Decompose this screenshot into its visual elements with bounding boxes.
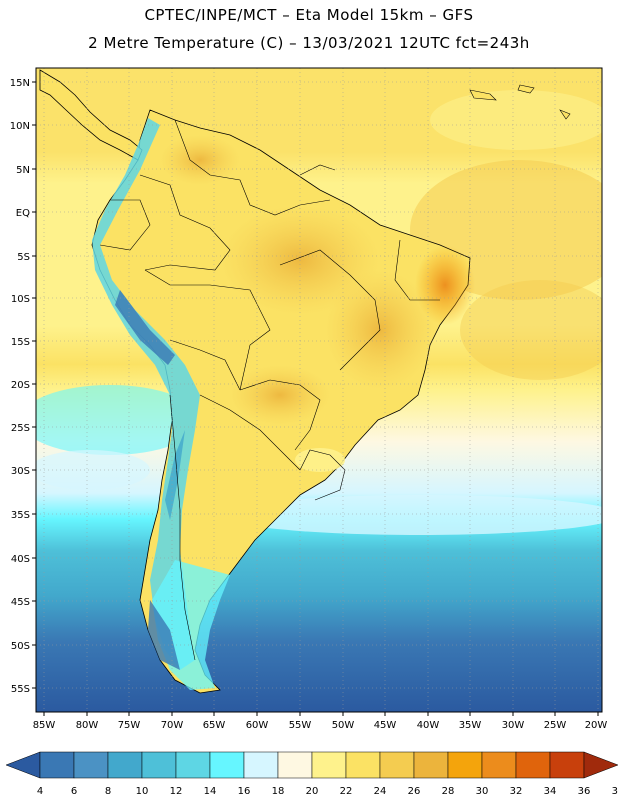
legend-value-label: 26 xyxy=(408,786,421,797)
lon-label: 35W xyxy=(459,720,482,731)
northeast-hot-zone xyxy=(415,245,475,325)
legend-arrow-low xyxy=(5,751,41,779)
caribbean-islands xyxy=(469,84,571,120)
lon-label: 85W xyxy=(33,720,56,731)
legend-value-label: 12 xyxy=(170,786,183,797)
legend-color-cell xyxy=(175,751,211,779)
lon-label: 55W xyxy=(289,720,312,731)
legend-arrow-high xyxy=(583,751,618,779)
lon-label: 60W xyxy=(246,720,269,731)
lat-label: 30S xyxy=(11,466,30,477)
lon-label: 50W xyxy=(332,720,355,731)
lat-label: 5S xyxy=(17,252,30,263)
legend-value-label: 38 xyxy=(612,786,618,797)
map-title-line-2: 2 Metre Temperature (C) – 13/03/2021 12U… xyxy=(88,34,530,52)
legend-cells xyxy=(39,751,585,779)
lat-label: 40S xyxy=(11,554,30,565)
lon-label: 65W xyxy=(203,720,226,731)
lat-label: 15N xyxy=(10,78,30,89)
legend-color-cell xyxy=(107,751,143,779)
lat-label: 10S xyxy=(11,294,30,305)
legend-color-cell xyxy=(413,751,449,779)
legend-value-label: 36 xyxy=(578,786,591,797)
legend-value-label: 20 xyxy=(306,786,319,797)
map-frame xyxy=(35,67,603,713)
legend-value-label: 16 xyxy=(238,786,251,797)
lat-label: 50S xyxy=(11,641,30,652)
lon-label: 40W xyxy=(417,720,440,731)
legend-color-cell xyxy=(141,751,177,779)
lat-label: 5N xyxy=(16,165,30,176)
map-title-line-1: CPTEC/INPE/MCT – Eta Model 15km – GFS xyxy=(144,6,474,24)
lat-label: 25S xyxy=(11,423,30,434)
country-borders xyxy=(99,119,440,661)
legend-color-cell xyxy=(447,751,483,779)
latitude-labels: 15N 10N 5N EQ 5S 10S 15S 20S 25S 30S 35S… xyxy=(10,78,30,695)
temperature-map: 15N 10N 5N EQ 5S 10S 15S 20S 25S 30S 35S… xyxy=(10,67,608,731)
lon-label: 30W xyxy=(502,720,525,731)
lon-label: 70W xyxy=(161,720,184,731)
axis-ticks xyxy=(32,81,599,716)
legend-value-label: 32 xyxy=(510,786,523,797)
legend-color-cell xyxy=(345,751,381,779)
legend-value-label: 22 xyxy=(340,786,353,797)
legend-color-cell xyxy=(515,751,551,779)
lon-label: 75W xyxy=(118,720,141,731)
legend-value-label: 28 xyxy=(442,786,455,797)
legend-value-label: 10 xyxy=(136,786,149,797)
legend-color-cell xyxy=(243,751,279,779)
legend-color-cell xyxy=(311,751,347,779)
lat-label: 20S xyxy=(11,380,30,391)
legend-value-label: 8 xyxy=(105,786,111,797)
andes-cold-strip xyxy=(92,118,200,670)
lon-label: 20W xyxy=(585,720,608,731)
color-legend: 4 6 8 10 12 14 16 18 20 22 24 26 28 30 32 34 36 38 xyxy=(5,751,618,797)
lat-label: 45S xyxy=(11,597,30,608)
legend-color-cell xyxy=(209,751,245,779)
lat-label: 15S xyxy=(11,337,30,348)
lon-label: 80W xyxy=(76,720,99,731)
legend-value-label: 30 xyxy=(476,786,489,797)
legend-labels: 4 6 8 10 12 14 16 18 20 22 24 26 28 30 32 34 36 38 xyxy=(37,786,618,797)
legend-value-label: 4 xyxy=(37,786,43,797)
legend-color-cell xyxy=(73,751,109,779)
lat-label: 10N xyxy=(10,121,30,132)
legend-value-label: 6 xyxy=(71,786,77,797)
graticule xyxy=(36,68,602,712)
legend-value-label: 18 xyxy=(272,786,285,797)
legend-color-cell xyxy=(379,751,415,779)
longitude-labels: 85W 80W 75W 70W 65W 60W 55W 50W 45W 40W … xyxy=(33,720,608,731)
legend-value-label: 14 xyxy=(204,786,217,797)
lon-label: 45W xyxy=(374,720,397,731)
lat-label: EQ xyxy=(16,208,30,219)
legend-color-cell xyxy=(481,751,517,779)
legend-color-cell xyxy=(549,751,585,779)
lat-label: 35S xyxy=(11,510,30,521)
legend-color-cell xyxy=(277,751,313,779)
legend-color-cell xyxy=(39,751,75,779)
lon-label: 25W xyxy=(544,720,567,731)
legend-value-label: 34 xyxy=(544,786,557,797)
lat-label: 55S xyxy=(11,684,30,695)
legend-value-label: 24 xyxy=(374,786,387,797)
